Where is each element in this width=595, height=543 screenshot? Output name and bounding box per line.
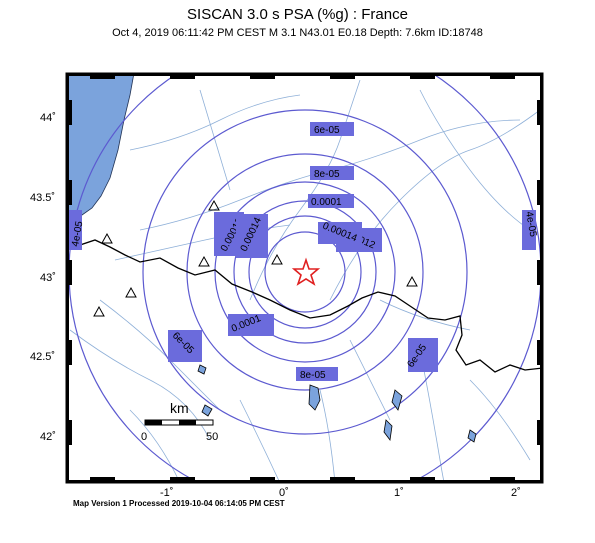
contour-label-4e-05-right: 4e-05 <box>522 210 538 250</box>
svg-text:0.0001: 0.0001 <box>311 197 342 208</box>
lon-label: 2˚ <box>511 487 521 499</box>
contour-label-0.00014-right: 0.00014 <box>318 221 362 244</box>
contour-label-4e-05-left: 4e-05 <box>68 210 85 250</box>
station-triangle-icon <box>208 199 220 211</box>
scale-unit: km <box>170 400 189 416</box>
lon-axis-labels: -1˚ 0˚ 1˚ 2˚ <box>160 487 521 499</box>
scale-bar: km 0 50 <box>141 400 218 443</box>
country-border <box>66 237 543 373</box>
station-triangle-icon <box>406 275 418 287</box>
lon-label: -1˚ <box>160 487 173 499</box>
lat-label: 44˚ <box>40 112 56 124</box>
contour-label-0.00014: 0.00014 <box>236 214 268 258</box>
station-triangle-icon <box>125 286 137 298</box>
svg-text:4e-05: 4e-05 <box>70 220 85 248</box>
lat-axis-labels: 44˚ 43.5˚ 43˚ 42.5˚ 42˚ <box>30 112 56 443</box>
lat-label: 43˚ <box>40 272 56 284</box>
station-triangle-icon <box>198 255 210 267</box>
lat-label: 42.5˚ <box>30 351 55 363</box>
svg-text:4e-05: 4e-05 <box>523 211 538 239</box>
contour-label-0.0001-left: 0.0001 <box>228 313 274 336</box>
scale-end: 50 <box>206 431 218 443</box>
epicenter-star-icon <box>291 257 321 286</box>
station-triangle-icon <box>93 305 105 317</box>
contour-label-0.0001-top: 0.0001 <box>308 194 354 208</box>
station-triangle-icon <box>271 253 283 265</box>
contour-label-8e-05-bottom: 8e-05 <box>296 367 338 381</box>
svg-text:6e-05: 6e-05 <box>314 125 340 136</box>
svg-text:8e-05: 8e-05 <box>300 370 326 381</box>
contour-label-6e-05-left: 6e-05 <box>168 330 202 362</box>
lat-label: 42˚ <box>40 431 56 443</box>
map-frame <box>65 72 544 484</box>
processing-footer: Map Version 1 Processed 2019-10-04 06:14… <box>73 499 285 508</box>
islands <box>197 364 477 443</box>
scale-start: 0 <box>141 431 147 443</box>
frame-ticks <box>66 73 543 483</box>
page-title: SISCAN 3.0 s PSA (%g) : France <box>187 6 408 23</box>
contour-label-6e-05-right: 6e-05 <box>405 338 438 372</box>
lon-label: 1˚ <box>394 487 404 499</box>
contour-label-6e-05-top: 6e-05 <box>310 122 354 136</box>
lat-label: 43.5˚ <box>30 192 55 204</box>
event-info: Oct 4, 2019 06:11:42 PM CEST M 3.1 N43.0… <box>112 27 483 39</box>
seismic-stations <box>93 199 418 317</box>
contour-label-8e-05-top: 8e-05 <box>310 166 354 180</box>
svg-text:8e-05: 8e-05 <box>314 169 340 180</box>
lon-label: 0˚ <box>279 487 289 499</box>
station-triangle-icon <box>101 232 113 244</box>
